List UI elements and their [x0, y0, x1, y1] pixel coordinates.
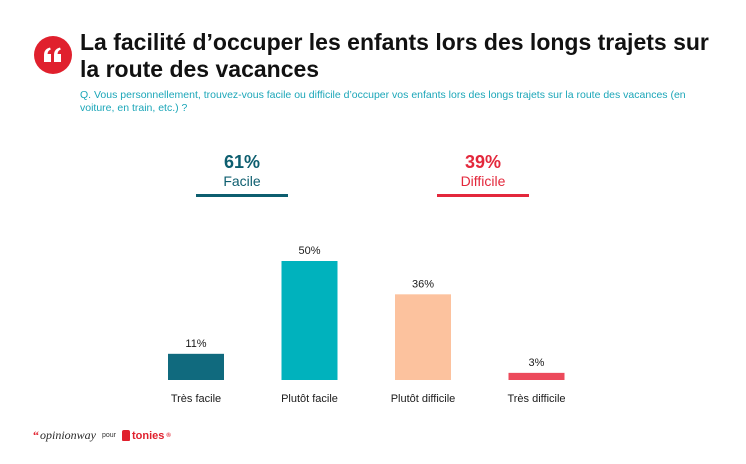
summary-easy-pct: 61% — [223, 152, 261, 172]
bar-2 — [281, 261, 338, 380]
summary-easy-rule — [196, 194, 288, 197]
tonies-icon — [122, 430, 131, 441]
bar-3 — [395, 294, 451, 380]
bar-value-label-4: 3% — [529, 357, 545, 369]
bar-4 — [508, 372, 565, 380]
quote-icon — [44, 47, 61, 62]
opinionway-logo: “opinionway — [33, 428, 96, 442]
summary-hard-label: Difficile — [460, 173, 506, 189]
bar-value-label-3: 36% — [412, 278, 434, 290]
bar-value-label-1: 11% — [185, 338, 206, 350]
category-label-4: Très difficile — [507, 393, 565, 405]
quote-badge — [34, 36, 72, 74]
footer-pour: pour — [102, 432, 117, 439]
category-label-1: Très facile — [171, 393, 221, 405]
page-title: La facilité d’occuper les enfants lors d… — [80, 29, 709, 82]
summary-easy: 61% Facile — [196, 151, 288, 197]
footer: “opinionway pour tonies ® — [33, 428, 171, 443]
tonies-logo: tonies ® — [122, 430, 171, 442]
category-label-2: Plutôt facile — [281, 393, 338, 405]
category-label-3: Plutôt difficile — [391, 393, 456, 405]
bar-1 — [168, 353, 224, 380]
summary-hard: 39% Difficile — [437, 151, 529, 197]
survey-question: Q. Vous personnellement, trouvez-vous fa… — [80, 89, 686, 114]
summary-easy-label: Facile — [223, 173, 261, 189]
summary-hard-pct: 39% — [464, 152, 502, 172]
bar-value-label-2: 50% — [298, 245, 320, 257]
summary-hard-rule — [437, 194, 529, 197]
